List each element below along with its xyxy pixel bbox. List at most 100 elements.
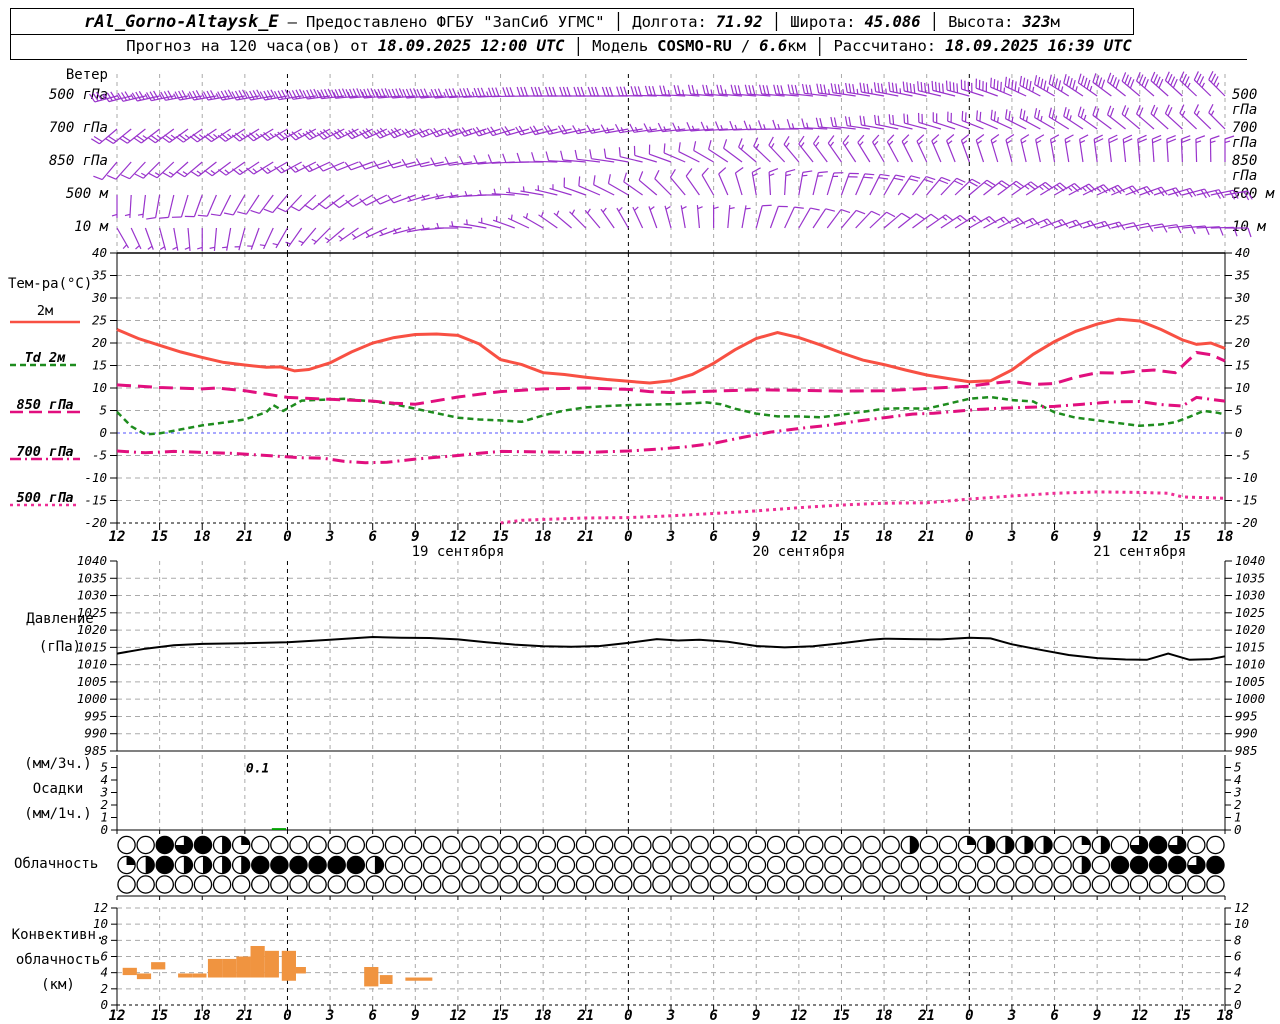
wind-level-label-500m: 500 м (65, 186, 108, 202)
svg-text:5: 5 (1235, 403, 1243, 418)
convective-bar (364, 967, 379, 987)
svg-text:9: 9 (1093, 529, 1101, 545)
svg-text:0: 0 (1235, 425, 1243, 440)
legend-label-t700: 700 гПа (16, 444, 74, 460)
svg-text:1: 1 (100, 810, 108, 825)
convective-bar (136, 973, 152, 980)
svg-text:1015: 1015 (77, 639, 107, 654)
cloudiness-panel (116, 835, 1226, 900)
svg-text:15: 15 (1235, 358, 1250, 373)
svg-text:15: 15 (1174, 1008, 1191, 1024)
svg-text:15: 15 (1174, 529, 1191, 545)
model-res-value: 6.6 (759, 37, 788, 55)
longitude-label: Долгота: (632, 12, 707, 31)
svg-text:3: 3 (666, 529, 675, 545)
altitude-value: 323 (1022, 12, 1051, 31)
svg-text:1010: 1010 (77, 657, 107, 672)
wind-level-label-10m-right: 10 м (1232, 219, 1266, 235)
svg-text:25: 25 (1235, 313, 1250, 328)
convective-bar (236, 956, 251, 978)
svg-text:18: 18 (1217, 529, 1234, 545)
model-name: COSMO-RU (657, 37, 732, 55)
legend-label-t2m: 2м (36, 303, 54, 319)
svg-text:0: 0 (965, 529, 973, 545)
svg-text:3: 3 (1007, 1008, 1016, 1024)
svg-text:0: 0 (99, 425, 107, 440)
svg-text:18: 18 (535, 1008, 552, 1024)
convective-panel-title-1: Конвективн. (11, 927, 105, 943)
svg-text:-5: -5 (1235, 448, 1250, 463)
convective-bar (178, 973, 193, 978)
svg-text:6: 6 (1050, 529, 1058, 545)
cloud-row-2 (117, 875, 1225, 894)
svg-text:0: 0 (283, 529, 291, 545)
svg-text:18: 18 (194, 1008, 211, 1024)
svg-text:30: 30 (1234, 290, 1250, 305)
svg-text:21: 21 (235, 529, 253, 545)
svg-text:15: 15 (492, 1008, 509, 1024)
svg-text:-5: -5 (92, 448, 107, 463)
svg-text:9: 9 (411, 529, 419, 545)
svg-text:0: 0 (1234, 997, 1242, 1012)
pressure-panel-unit: (гПа) (38, 639, 82, 655)
svg-text:1000: 1000 (1235, 691, 1265, 706)
svg-text:1030: 1030 (1235, 588, 1265, 603)
svg-text:6: 6 (100, 949, 108, 964)
svg-text:2: 2 (1234, 797, 1242, 812)
svg-text:1015: 1015 (1235, 639, 1265, 654)
svg-text:985: 985 (84, 743, 107, 758)
series-t850 (116, 350, 1226, 406)
legend-label-t850: 850 гПа (16, 397, 74, 413)
svg-text:12: 12 (449, 529, 466, 545)
calc-label: Рассчитано: (833, 37, 937, 55)
convective-bar (151, 962, 166, 970)
svg-text:1030: 1030 (77, 588, 107, 603)
station-name: rAl_Gorno-Altaysk_E (84, 11, 279, 32)
svg-text:6: 6 (1234, 949, 1242, 964)
latitude-value: 45.086 (864, 12, 921, 31)
separator: │ (929, 12, 940, 31)
svg-text:20: 20 (1235, 335, 1250, 350)
svg-text:0: 0 (100, 822, 108, 837)
convective-bar (405, 977, 433, 981)
separator: │ (613, 12, 624, 31)
svg-text:1020: 1020 (77, 622, 107, 637)
svg-text:21 сентября: 21 сентября (1093, 544, 1186, 560)
svg-text:0: 0 (624, 1008, 632, 1024)
svg-text:4: 4 (1234, 772, 1242, 787)
svg-text:-15: -15 (1235, 493, 1258, 508)
svg-text:3: 3 (325, 1008, 334, 1024)
convective-bar (250, 945, 265, 978)
svg-text:1005: 1005 (77, 674, 107, 689)
forecast-prefix: Прогноз на 120 часа(ов) от (126, 37, 369, 55)
series-t500 (500, 490, 1226, 525)
svg-text:20: 20 (92, 335, 107, 350)
svg-text:12: 12 (790, 1008, 807, 1024)
legend-label-td2m: Td 2м (24, 350, 66, 366)
series-t700 (116, 395, 1226, 465)
pressure-panel-title: Давление (26, 611, 94, 627)
svg-text:2: 2 (100, 797, 108, 812)
svg-text:12: 12 (1234, 900, 1249, 915)
convective-bar (222, 958, 237, 978)
svg-text:6: 6 (709, 529, 717, 545)
cloud-row-0 (117, 835, 1225, 855)
svg-text:995: 995 (1235, 708, 1258, 723)
svg-text:990: 990 (84, 726, 107, 741)
precipitation-panel: 0 01 12 23 34 45 50.1 (99, 755, 1242, 837)
svg-text:40: 40 (1235, 245, 1250, 260)
svg-text:0: 0 (624, 529, 632, 545)
svg-text:15: 15 (151, 529, 168, 545)
convective-bar (192, 973, 207, 978)
svg-text:3: 3 (1007, 529, 1016, 545)
legend-line-t850 (10, 410, 80, 414)
legend-line-t700 (10, 457, 80, 461)
svg-text:985: 985 (1235, 743, 1258, 758)
wind-level-label-700hpa-right: 700 гПа (1232, 120, 1258, 151)
separator: │ (771, 12, 782, 31)
convective-bar (207, 958, 223, 978)
svg-text:1035: 1035 (1235, 570, 1265, 585)
precip-unit-1h-label: (мм/1ч.) (24, 806, 92, 822)
svg-text:1020: 1020 (1235, 622, 1265, 637)
